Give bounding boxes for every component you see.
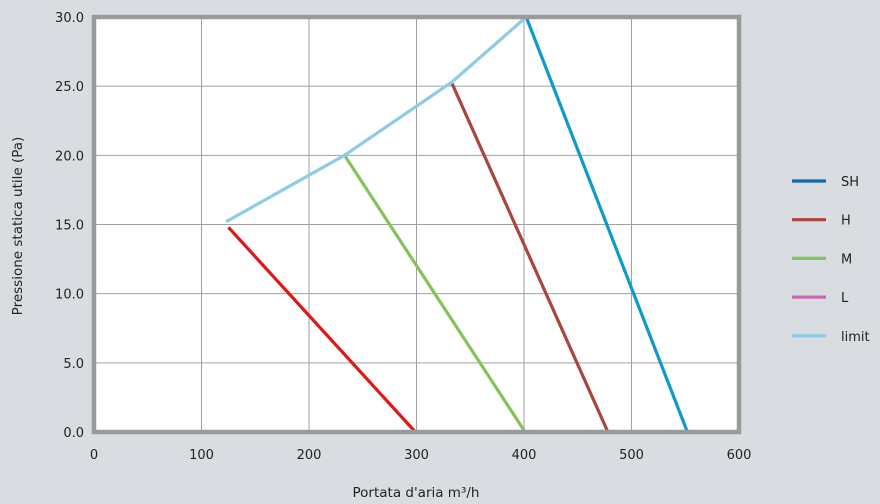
- series-line-h: [450, 82, 610, 433]
- legend-label: M: [841, 252, 852, 267]
- x-tick-label: 300: [404, 448, 429, 463]
- y-tick-label: 5.0: [63, 357, 84, 372]
- x-tick-label: 100: [189, 448, 214, 463]
- x-tick-label: 0: [90, 448, 98, 463]
- x-axis-title: Portata d'aria m³/h: [353, 485, 480, 501]
- legend-label: L: [841, 291, 849, 306]
- x-tick-label: 500: [619, 448, 644, 463]
- legend-label: H: [841, 214, 851, 229]
- y-tick-label: 20.0: [55, 149, 84, 164]
- plot-border: [91, 14, 742, 435]
- y-tick-label: 0.0: [63, 426, 84, 441]
- x-tick-label: 200: [297, 448, 322, 463]
- y-axis-title: Pressione statica utile (Pa): [10, 137, 26, 316]
- series-line-limit: [225, 15, 528, 224]
- y-tick-label: 30.0: [55, 11, 84, 26]
- series-line-l: [227, 226, 417, 434]
- series-line-sh: [524, 16, 689, 433]
- y-tick-label: 10.0: [55, 288, 84, 303]
- legend-label: limit: [841, 330, 870, 345]
- plot-frame: [91, 14, 742, 435]
- grid: [94, 17, 739, 432]
- y-tick-label: 15.0: [55, 219, 84, 234]
- series-line-m: [343, 154, 527, 433]
- legend-label: SH: [841, 175, 859, 190]
- series-lines: [225, 15, 689, 434]
- axis-ticks: 0 100 200 300 400 500 600 0.0 5.0 10.0 15.0 20.0 25.…: [55, 11, 751, 463]
- y-tick-label: 25.0: [55, 80, 84, 95]
- x-tick-label: 400: [512, 448, 537, 463]
- x-tick-label: 600: [727, 448, 752, 463]
